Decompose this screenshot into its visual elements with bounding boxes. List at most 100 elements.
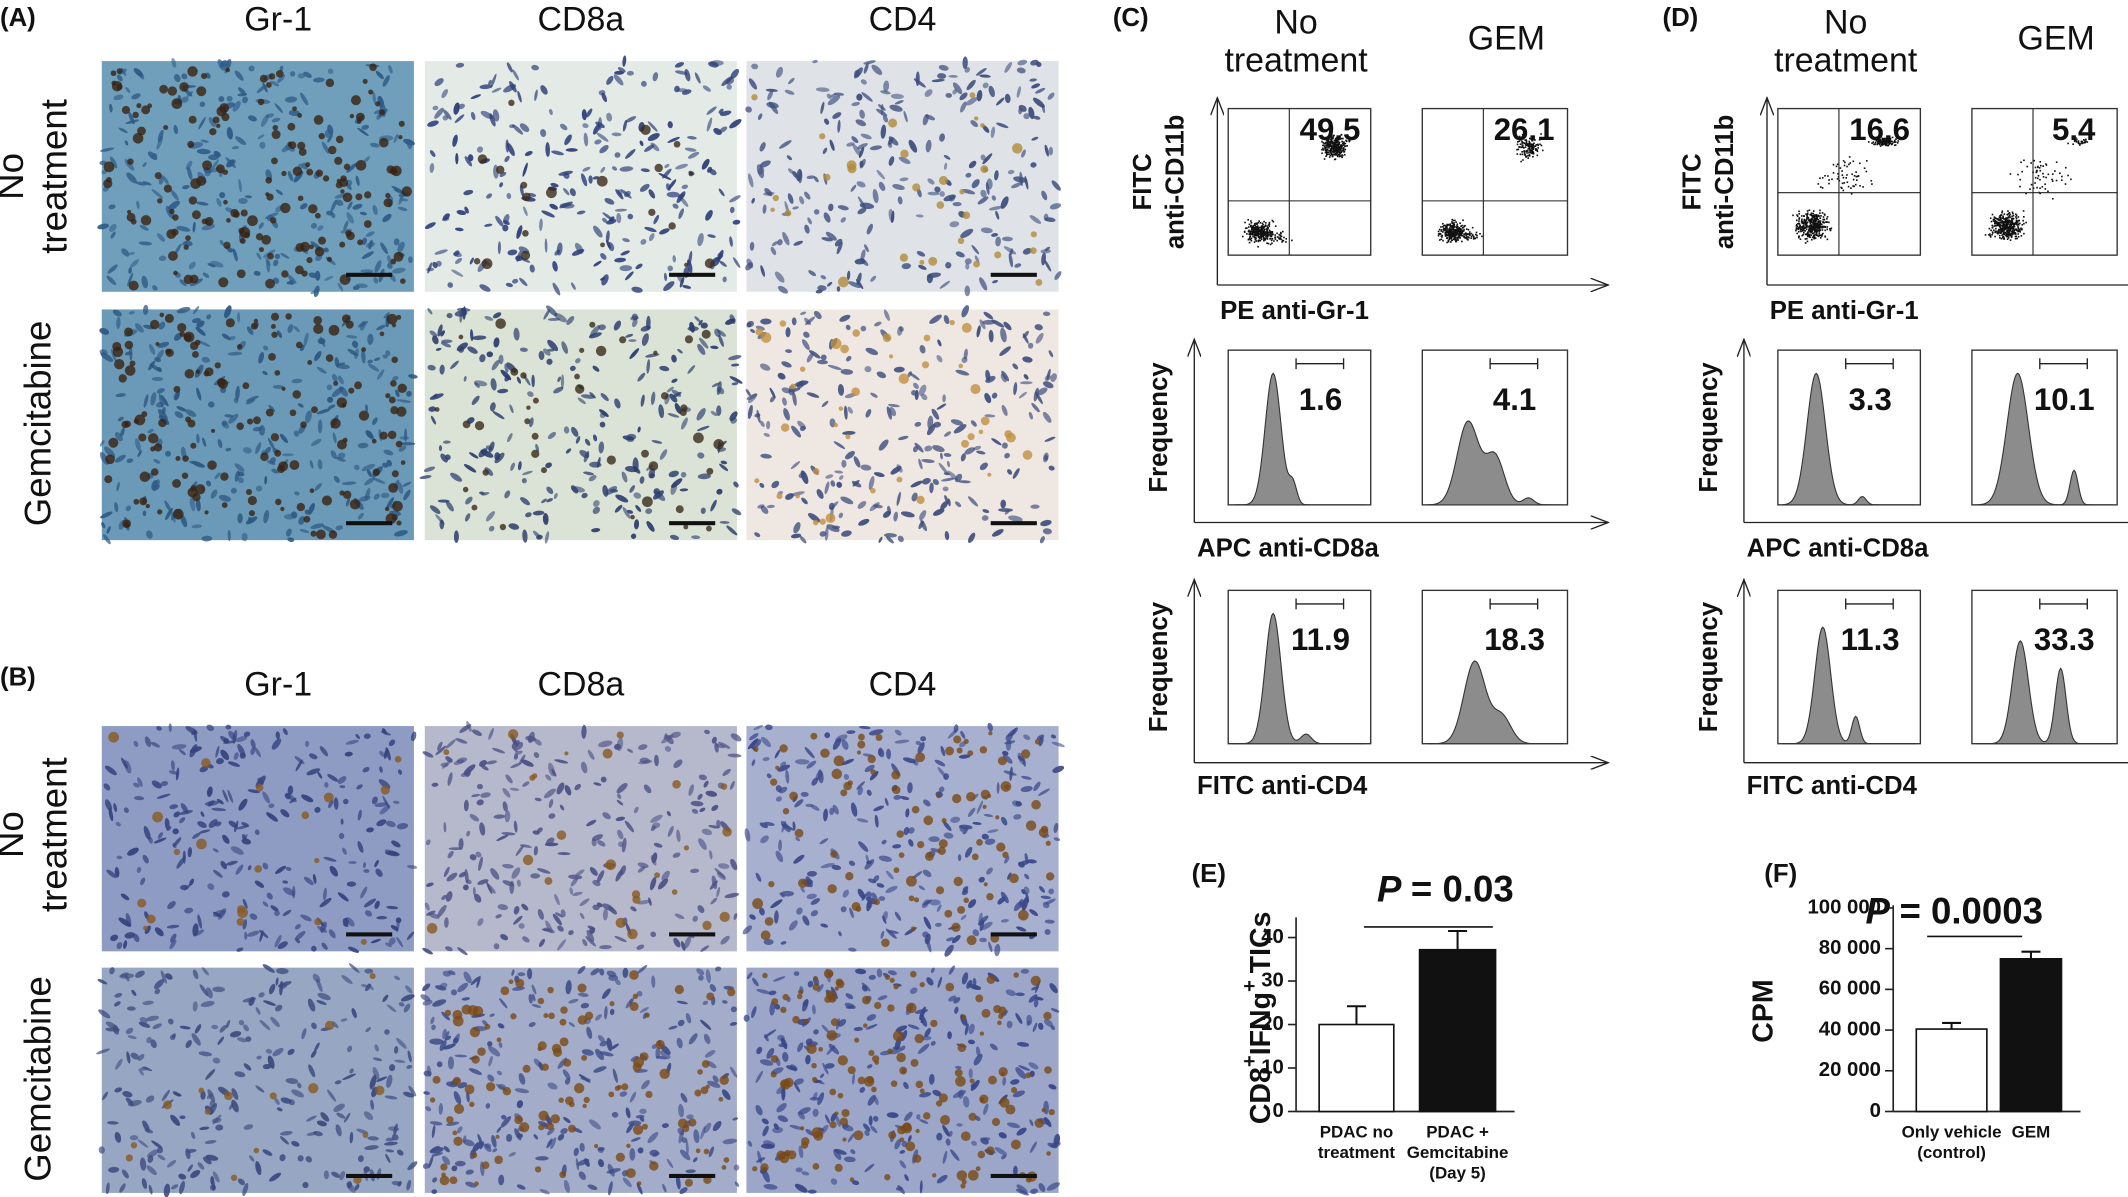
cell	[437, 741, 443, 751]
cell	[442, 440, 451, 444]
cell	[543, 788, 556, 799]
scale-bar	[669, 521, 716, 526]
cell	[442, 970, 451, 977]
cell	[354, 1183, 360, 1191]
column-header: GEM	[1468, 20, 1545, 58]
stain	[462, 420, 471, 429]
event-dot	[1248, 241, 1251, 244]
stain	[654, 872, 660, 879]
stain	[210, 428, 216, 433]
stain	[172, 479, 182, 488]
cell	[943, 821, 952, 832]
stain	[129, 360, 136, 367]
cell	[726, 84, 732, 90]
stain	[388, 482, 399, 493]
cell	[638, 744, 648, 750]
stain	[452, 1015, 464, 1027]
stain	[322, 175, 330, 182]
cell	[717, 387, 725, 395]
stain	[954, 1068, 963, 1077]
cell	[962, 886, 969, 893]
micrograph	[743, 965, 1061, 1196]
stain	[840, 344, 849, 354]
cell	[630, 533, 637, 539]
cell	[604, 1006, 608, 1020]
cell	[563, 172, 570, 179]
cell	[423, 1091, 430, 1095]
cell	[763, 191, 775, 196]
stain	[309, 244, 314, 250]
cell	[166, 924, 180, 929]
cell	[297, 403, 304, 408]
stain	[957, 1043, 967, 1053]
cell	[696, 408, 706, 421]
cell	[1042, 411, 1052, 423]
cell	[388, 1064, 396, 1072]
stain	[500, 986, 510, 996]
stain	[755, 328, 763, 336]
cell	[367, 1136, 379, 1141]
cell	[697, 343, 706, 355]
cell	[774, 910, 779, 924]
cell	[791, 425, 802, 438]
cell	[950, 419, 964, 426]
cell	[554, 912, 564, 918]
stain	[236, 918, 245, 926]
cell	[288, 109, 300, 116]
cell	[451, 269, 464, 277]
cell	[945, 93, 953, 98]
stain	[471, 1152, 478, 1159]
cell	[456, 1126, 463, 1134]
cell	[535, 443, 540, 452]
cell	[400, 442, 416, 446]
cell	[331, 1171, 341, 1178]
cell	[606, 1037, 613, 1052]
cell	[781, 824, 795, 831]
event-dot	[1266, 237, 1268, 239]
cell	[918, 264, 927, 270]
event-dot	[1253, 233, 1256, 236]
cell	[790, 461, 801, 470]
cell	[670, 482, 678, 495]
cell	[299, 528, 310, 534]
cell	[397, 241, 405, 253]
cell	[158, 393, 164, 408]
cell	[824, 526, 829, 541]
cell	[799, 535, 807, 544]
cell	[578, 992, 589, 998]
cell	[276, 330, 283, 339]
stain	[522, 1064, 531, 1073]
cell	[384, 849, 400, 855]
cell	[559, 804, 565, 811]
cell	[210, 1176, 214, 1185]
cell	[842, 889, 850, 898]
cell	[1047, 92, 1055, 100]
cell	[547, 339, 559, 352]
cell	[381, 728, 387, 735]
cell	[1038, 1022, 1044, 1030]
cell	[840, 496, 854, 505]
stain	[187, 66, 198, 77]
stain	[150, 468, 159, 476]
cell	[702, 85, 712, 92]
stain	[836, 979, 845, 989]
cell	[546, 358, 553, 365]
stain	[615, 917, 626, 928]
cell	[109, 967, 115, 975]
stain	[558, 1097, 564, 1103]
event-dot	[1246, 233, 1248, 235]
cell	[747, 1140, 753, 1147]
cell	[614, 935, 627, 943]
stain	[619, 336, 627, 344]
cell	[534, 89, 538, 101]
cell	[1029, 1119, 1034, 1127]
cell	[754, 413, 761, 418]
cell	[684, 68, 691, 82]
cell	[212, 911, 222, 918]
cell	[543, 309, 551, 320]
cell	[760, 318, 772, 325]
cell	[782, 231, 790, 246]
cell	[588, 175, 593, 184]
cell	[679, 1149, 691, 1161]
cell	[520, 497, 531, 506]
